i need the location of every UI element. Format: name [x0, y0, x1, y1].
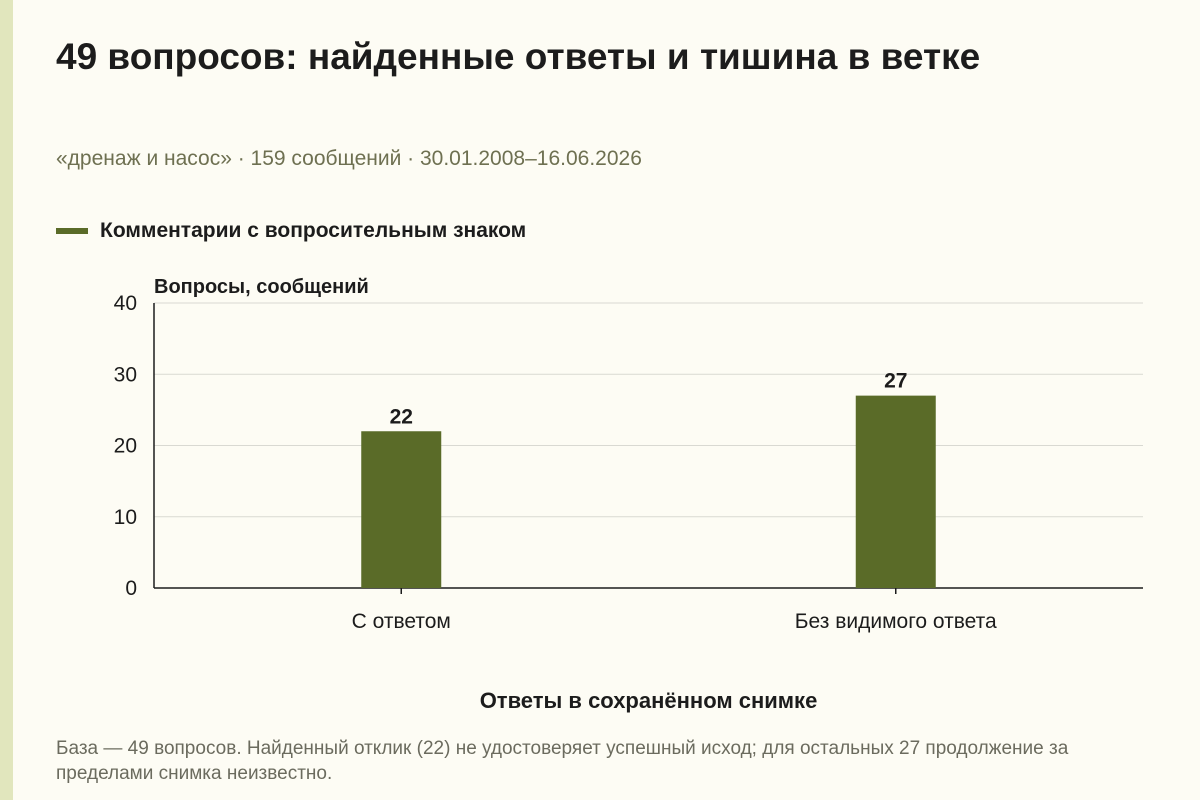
x-tick-label: С ответом [352, 610, 451, 633]
y-tick-label: 10 [114, 506, 137, 529]
data-label: 27 [884, 370, 907, 393]
bar [361, 431, 442, 588]
chart-subtitle: «дренаж и насос» · 159 сообщений · 30.01… [56, 147, 642, 170]
legend-swatch [56, 228, 88, 234]
y-tick-label: 20 [114, 435, 137, 458]
y-tick-label: 0 [125, 577, 137, 600]
accent-strip [0, 0, 13, 800]
y-tick-label: 40 [114, 292, 137, 315]
bar-chart: 0 10 20 30 40 Вопросы, сообщений 22 С ответом 27… [114, 276, 1143, 713]
chart-title: 49 вопросов: найденные ответы и тишина в… [56, 36, 981, 77]
x-axis-label: Ответы в сохранённом снимке [480, 688, 818, 713]
y-tick-label: 30 [114, 363, 137, 386]
x-tick-label: Без видимого ответа [795, 610, 997, 633]
y-axis-label: Вопросы, сообщений [154, 276, 369, 298]
bar [855, 395, 936, 588]
legend: Комментарии с вопросительным знаком [56, 219, 526, 243]
data-label: 22 [390, 405, 413, 428]
footnote: База — 49 вопросов. Найденный отклик (22… [56, 738, 1069, 784]
legend-label: Комментарии с вопросительным знаком [100, 219, 527, 242]
